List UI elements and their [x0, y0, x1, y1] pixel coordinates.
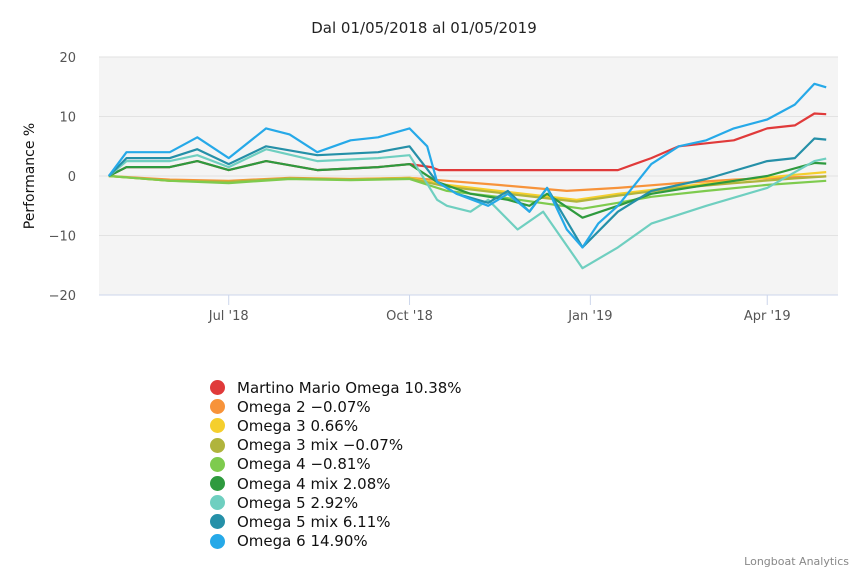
legend-label: Omega 5 2.92% — [237, 493, 359, 512]
x-tick-label: Jul '18 — [208, 309, 249, 324]
y-axis-label: Performance % — [22, 123, 38, 229]
chart-title: Dal 01/05/2018 al 01/05/2019 — [311, 19, 536, 37]
legend-label: Omega 6 14.90% — [237, 532, 368, 551]
legend-item[interactable]: Omega 4 mix 2.08% — [210, 474, 462, 493]
legend-label: Omega 4 mix 2.08% — [237, 474, 391, 493]
legend-label: Omega 2 −0.07% — [237, 397, 371, 416]
legend-item[interactable]: Martino Mario Omega 10.38% — [210, 378, 462, 397]
legend-marker-icon — [210, 476, 225, 492]
legend-label: Omega 3 0.66% — [237, 416, 359, 435]
y-tick-label: −10 — [49, 230, 76, 245]
legend-item[interactable]: Omega 3 mix −0.07% — [210, 436, 462, 455]
legend-marker-icon — [210, 514, 225, 530]
series-line-7[interactable] — [108, 148, 827, 270]
x-tick-label: Apr '19 — [744, 309, 791, 324]
y-tick-label: −20 — [49, 289, 76, 304]
legend: Martino Mario Omega 10.38% Omega 2 −0.07%… — [210, 378, 462, 551]
legend-label: Omega 5 mix 6.11% — [237, 512, 391, 531]
legend-marker-icon — [210, 533, 225, 549]
legend-item[interactable]: Omega 4 −0.81% — [210, 455, 462, 474]
x-tick-label: Jan '19 — [567, 309, 612, 324]
y-tick-label: 10 — [59, 111, 76, 126]
legend-item[interactable]: Omega 2 −0.07% — [210, 397, 462, 416]
y-axis: 20 10 0 −10 −20 — [49, 51, 76, 304]
legend-label: Omega 4 −0.81% — [237, 455, 371, 474]
legend-marker-icon — [210, 380, 225, 396]
series-line-8[interactable] — [108, 137, 827, 249]
legend-marker-icon — [210, 437, 225, 453]
x-axis: Jul '18 Oct '18 Jan '19 Apr '19 — [208, 295, 791, 324]
grid-lines — [99, 56, 838, 296]
legend-marker-icon — [210, 418, 225, 434]
series-line-6[interactable] — [108, 160, 827, 219]
legend-marker-icon — [210, 399, 225, 415]
legend-item[interactable]: Omega 5 2.92% — [210, 493, 462, 512]
series-line-9[interactable] — [107, 82, 827, 249]
legend-item[interactable]: Omega 3 0.66% — [210, 416, 462, 435]
series-lines — [107, 82, 827, 270]
legend-item[interactable]: Omega 6 14.90% — [210, 532, 462, 551]
x-tick-label: Oct '18 — [386, 309, 433, 324]
legend-label: Omega 3 mix −0.07% — [237, 436, 404, 455]
legend-item[interactable]: Omega 5 mix 6.11% — [210, 512, 462, 531]
legend-label: Martino Mario Omega 10.38% — [237, 378, 462, 397]
legend-marker-icon — [210, 456, 225, 472]
y-tick-label: 0 — [68, 170, 76, 185]
y-tick-label: 20 — [59, 51, 76, 66]
legend-marker-icon — [210, 495, 225, 511]
credit-text[interactable]: Longboat Analytics — [744, 555, 849, 568]
